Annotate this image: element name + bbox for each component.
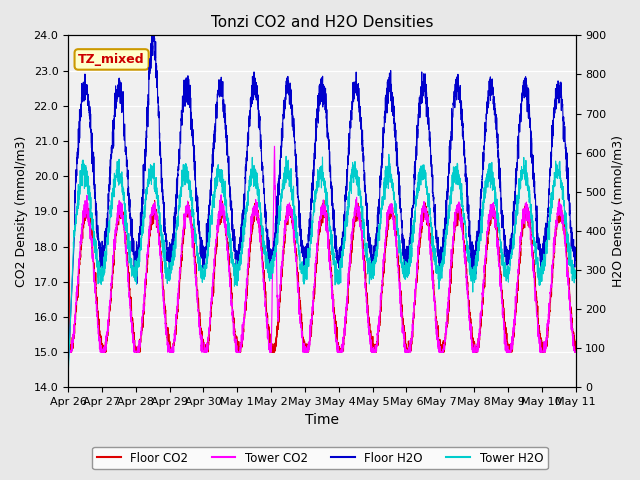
X-axis label: Time: Time [305, 413, 339, 427]
Y-axis label: H2O Density (mmol/m3): H2O Density (mmol/m3) [612, 135, 625, 288]
Title: Tonzi CO2 and H2O Densities: Tonzi CO2 and H2O Densities [211, 15, 433, 30]
Legend: Floor CO2, Tower CO2, Floor H2O, Tower H2O: Floor CO2, Tower CO2, Floor H2O, Tower H… [92, 447, 548, 469]
Y-axis label: CO2 Density (mmol/m3): CO2 Density (mmol/m3) [15, 136, 28, 287]
Text: TZ_mixed: TZ_mixed [78, 53, 145, 66]
